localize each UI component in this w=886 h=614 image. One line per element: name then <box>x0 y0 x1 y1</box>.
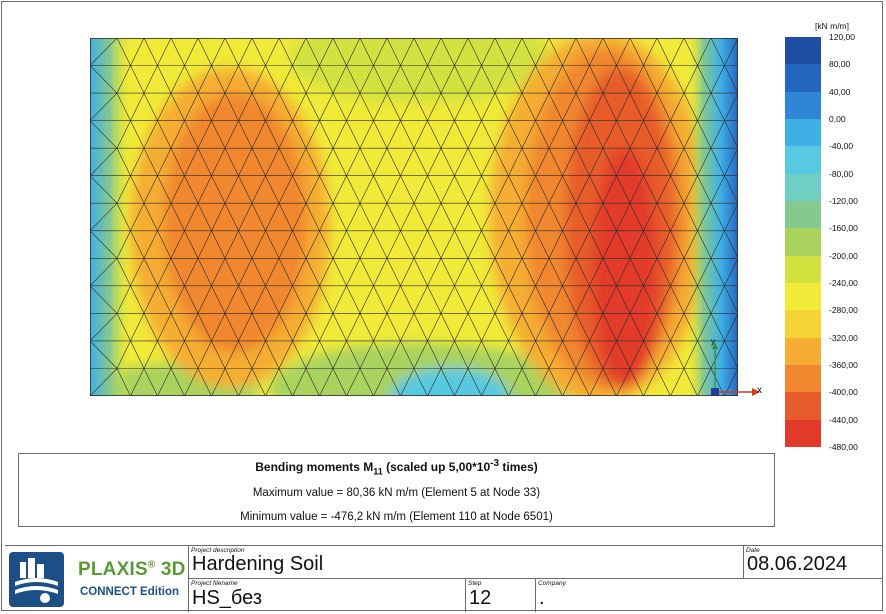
caption-max-value: Maximum value = 80,36 kN m/m (Element 5 … <box>252 487 541 499</box>
project-filename-value: HS_без <box>192 587 262 609</box>
date-label: Date <box>746 547 760 554</box>
title-block: PLAXIS® 3D CONNECT Edition Project descr… <box>5 545 883 612</box>
axis-triad <box>700 335 770 405</box>
legend-swatch <box>785 146 821 175</box>
mesh-lines <box>90 38 738 396</box>
legend-swatch <box>785 228 821 257</box>
fe-mesh <box>90 38 738 396</box>
legend-tick-label: -80,00 <box>829 168 854 179</box>
brand-name: PLAXIS® 3D <box>78 559 186 580</box>
legend-tick-label: 40,00 <box>829 86 851 97</box>
step-label: Step <box>468 580 482 587</box>
project-description-label: Project description <box>191 547 245 554</box>
date-cell: Date 08.06.2024 <box>743 546 883 579</box>
legend-swatch <box>785 119 821 147</box>
plaxis-logo-icon <box>9 552 64 607</box>
contour-left-edge <box>90 38 130 396</box>
axis-y-label: y <box>711 337 715 346</box>
legend-tick-label: -40,00 <box>829 141 854 152</box>
legend-tick-label: -480,00 <box>829 442 858 452</box>
legend-tick-label: -160,00 <box>829 223 858 234</box>
caption-min-value: Minimum value = -476,2 kN m/m (Element 1… <box>240 511 553 523</box>
legend-bar <box>785 37 821 448</box>
legend-swatch <box>785 64 821 93</box>
legend-unit: [kN m/m] <box>815 21 849 31</box>
legend-swatch <box>785 37 821 65</box>
brand-edition: CONNECT Edition <box>80 586 180 598</box>
legend-swatch <box>785 91 821 120</box>
legend-swatch <box>785 201 821 229</box>
date-value: 08.06.2024 <box>747 553 848 575</box>
legend-tick-label: -400,00 <box>829 387 858 398</box>
legend-tick-label: -200,00 <box>829 250 858 261</box>
step-cell: Step 12 <box>465 579 535 612</box>
z-axis-marker <box>711 388 719 396</box>
contour-plot[interactable] <box>90 38 738 396</box>
project-description-value: Hardening Soil <box>192 553 324 575</box>
company-label: Company <box>538 580 566 587</box>
legend-swatch <box>785 255 821 284</box>
legend-swatch <box>785 283 821 311</box>
project-filename-label: Project filename <box>191 580 238 587</box>
axis-x-label: x <box>757 385 762 396</box>
contour-plot-svg <box>90 38 738 396</box>
legend-swatch <box>785 173 821 202</box>
legend-swatch <box>785 392 821 421</box>
legend-tick-label: 120,00 <box>829 32 855 42</box>
legend-tick-label: -320,00 <box>829 332 858 343</box>
project-filename-cell: Project filename HS_без <box>188 579 465 612</box>
legend-tick-label: 0,00 <box>829 114 846 124</box>
legend-swatch <box>785 337 821 366</box>
project-description-cell: Project description Hardening Soil <box>188 546 743 579</box>
legend-tick-label: -240,00 <box>829 278 858 288</box>
result-caption: Bending moments M11 (scaled up 5,00*10-3… <box>18 453 775 527</box>
company-value: . <box>539 587 545 609</box>
legend-tick-label: -120,00 <box>829 196 858 206</box>
legend-swatch <box>785 310 821 339</box>
legend-swatch <box>785 365 821 393</box>
legend-tick-label: -280,00 <box>829 305 858 316</box>
legend-tick-label: -360,00 <box>829 360 858 370</box>
caption-title: Bending moments M11 (scaled up 5,00*10-3… <box>255 458 538 477</box>
company-cell: Company . <box>535 579 883 612</box>
plot-border <box>90 38 738 396</box>
legend-tick-label: 80,00 <box>829 59 851 70</box>
legend-swatch <box>785 419 821 448</box>
color-legend: [kN m/m] 120,00 80,00 40,00 0,00 -40,00 -80,0… <box>785 21 877 452</box>
legend-tick-label: -440,00 <box>829 414 858 425</box>
step-value: 12 <box>469 587 492 609</box>
